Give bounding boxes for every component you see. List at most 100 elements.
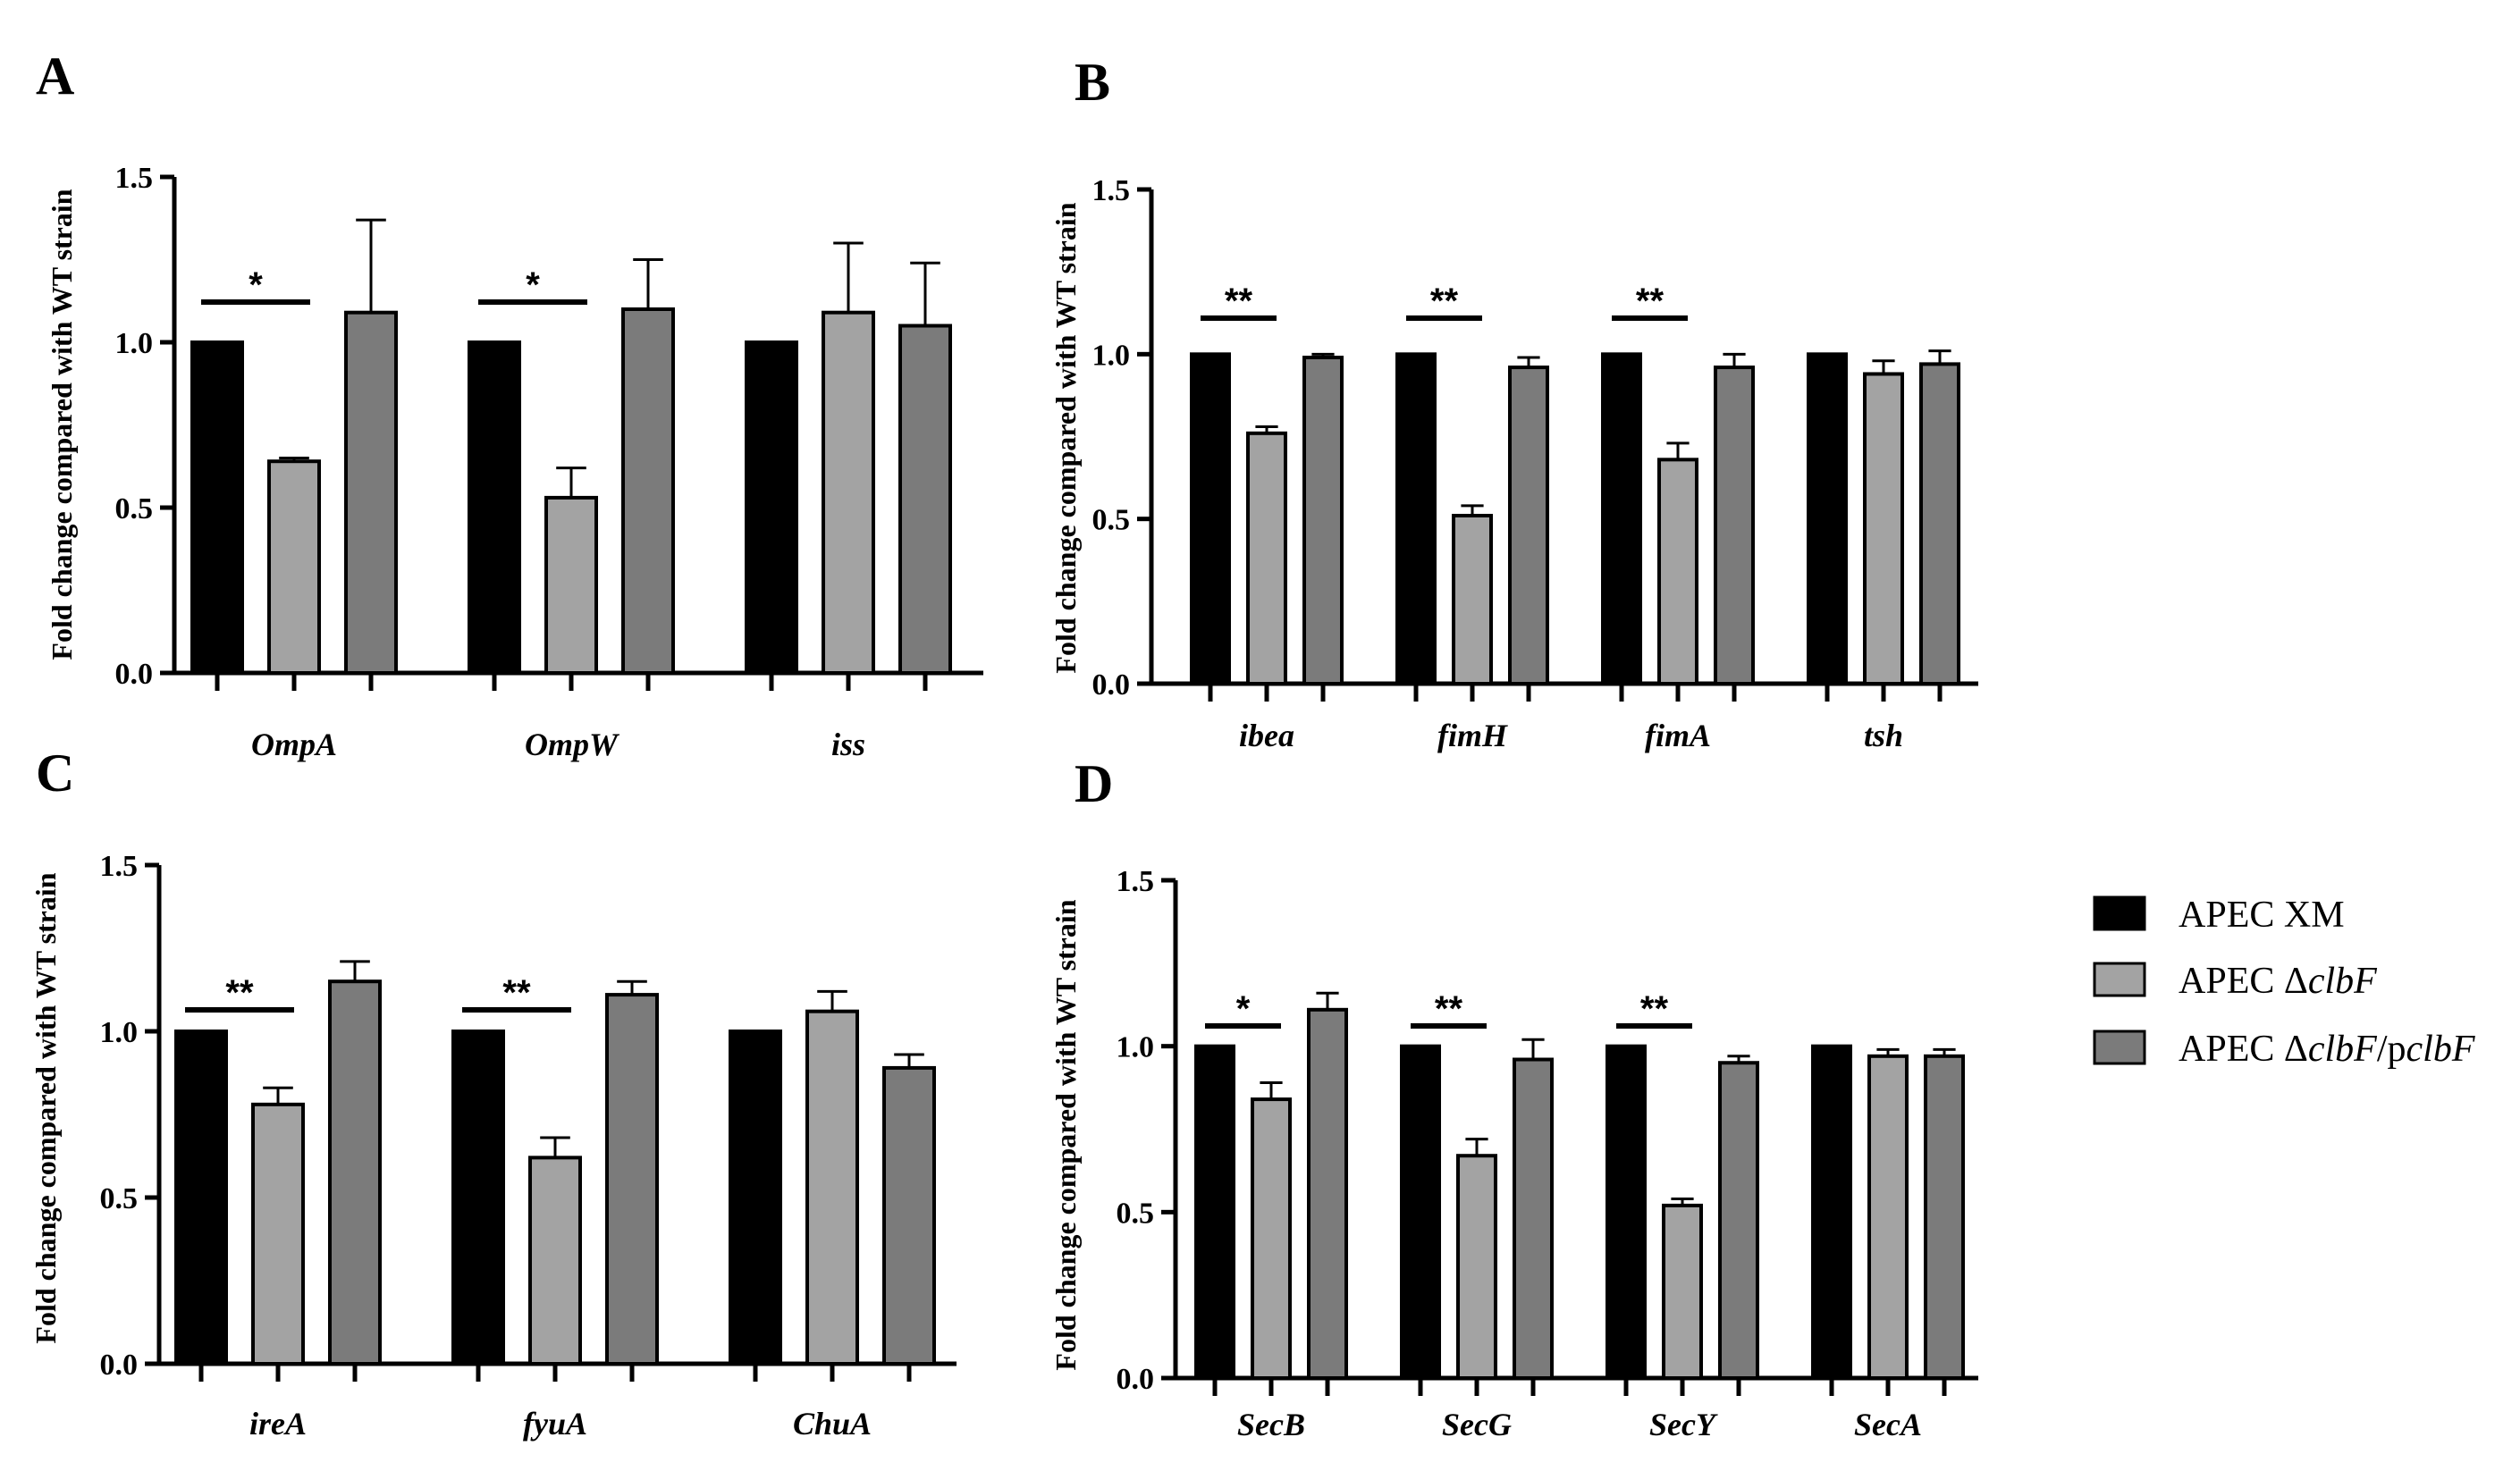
bar xyxy=(344,310,398,675)
bar xyxy=(468,340,521,675)
panel-C: C Fold change compared with WT strain 0.0 0… xyxy=(29,744,957,1442)
legend-swatch xyxy=(2093,1030,2146,1065)
significance-marker: ** xyxy=(225,973,254,1013)
y-tick-label: 1.0 xyxy=(1092,339,1131,372)
x-category-label: OmpA xyxy=(251,727,337,762)
bar xyxy=(1606,1044,1647,1380)
y-tick-label: 0.0 xyxy=(100,1349,139,1382)
y-axis-label: Fold change compared with WT strain xyxy=(29,872,62,1343)
y-tick-label: 1.0 xyxy=(100,1016,139,1049)
bar xyxy=(1246,431,1287,685)
bar xyxy=(621,307,675,675)
panel-D: D Fold change compared with WT strain 0.0 0… xyxy=(1049,754,1978,1442)
bar xyxy=(805,1009,859,1366)
bar xyxy=(1718,1061,1759,1380)
bar xyxy=(1513,1057,1554,1381)
bar xyxy=(174,1030,228,1366)
y-tick-label: 0.5 xyxy=(100,1182,139,1215)
y-tick-label: 0.0 xyxy=(115,658,154,691)
x-category-label: OmpW xyxy=(525,727,620,762)
legend-label: APEC ΔclbF/pclbF xyxy=(2179,1029,2475,1070)
y-tick-label: 0.5 xyxy=(1117,1197,1155,1230)
bar xyxy=(1919,362,1960,685)
significance-marker: ** xyxy=(1435,989,1463,1029)
bar xyxy=(1251,1097,1292,1380)
significance-marker: ** xyxy=(1636,282,1665,321)
bar xyxy=(1807,352,1848,685)
bar xyxy=(745,340,798,675)
y-axis-label: Fold change compared with WT strain xyxy=(1049,899,1082,1370)
legend-label: APEC XM xyxy=(2179,895,2345,936)
panel-letter: B xyxy=(1075,53,1110,112)
bar xyxy=(267,459,321,676)
panel-A: A Fold change compared with WT strain 0.0 0… xyxy=(36,46,983,762)
y-tick-label: 0.0 xyxy=(1117,1363,1155,1396)
bar xyxy=(1867,1054,1909,1380)
bar xyxy=(451,1030,505,1366)
bar xyxy=(1456,1154,1497,1380)
y-tick-label: 0.5 xyxy=(115,492,154,525)
legend-label-part: APEC Δ xyxy=(2179,1029,2308,1070)
y-tick-label: 1.5 xyxy=(1092,174,1131,207)
bar xyxy=(1307,1007,1348,1380)
legend-label-part: clbF xyxy=(2308,1029,2377,1070)
panel-B: B Fold change compared with WT strain 0.0 0… xyxy=(1049,53,1978,753)
x-category-label: ChuA xyxy=(793,1406,872,1442)
x-category-label: ibea xyxy=(1239,718,1294,753)
panel-letter: C xyxy=(36,744,74,803)
bar xyxy=(190,340,244,675)
bar xyxy=(528,1156,582,1366)
bar xyxy=(1508,366,1549,685)
bar xyxy=(1601,352,1642,685)
legend-label-part: /p xyxy=(2377,1029,2406,1070)
bar xyxy=(1194,1044,1235,1380)
x-category-label: SecA xyxy=(1854,1407,1922,1442)
bar xyxy=(882,1065,936,1366)
significance-marker: ** xyxy=(502,973,531,1013)
panel-letter: A xyxy=(36,46,74,105)
bar xyxy=(1190,352,1231,685)
x-category-label: SecY xyxy=(1649,1407,1718,1442)
x-category-label: iss xyxy=(831,727,865,762)
x-category-label: SecB xyxy=(1237,1407,1305,1442)
significance-marker: ** xyxy=(1225,282,1253,321)
significance-marker: * xyxy=(526,265,540,305)
bar xyxy=(822,310,875,675)
x-category-label: fyuA xyxy=(523,1406,587,1442)
significance-marker: ** xyxy=(1640,989,1669,1029)
significance-marker: * xyxy=(249,265,263,305)
bar xyxy=(605,993,659,1366)
y-tick-label: 0.0 xyxy=(1092,668,1131,702)
bar xyxy=(328,979,382,1366)
bar xyxy=(1924,1054,1965,1380)
bar xyxy=(1400,1044,1441,1380)
legend-label-part: APEC Δ xyxy=(2179,961,2308,1002)
x-category-label: tsh xyxy=(1864,718,1903,753)
y-tick-label: 1.0 xyxy=(1117,1031,1155,1064)
legend-label-part: APEC XM xyxy=(2179,895,2345,936)
legend-label-part: clbF xyxy=(2406,1029,2475,1070)
bar xyxy=(1714,366,1755,685)
bar xyxy=(729,1030,782,1366)
bar xyxy=(1302,356,1344,685)
y-tick-label: 1.5 xyxy=(115,162,154,195)
x-category-label: ireA xyxy=(249,1406,307,1442)
bar xyxy=(1662,1203,1703,1380)
y-tick-label: 1.0 xyxy=(115,327,154,360)
y-axis-label: Fold change compared with WT strain xyxy=(1049,202,1082,673)
y-tick-label: 1.5 xyxy=(1117,865,1155,898)
x-category-label: SecG xyxy=(1442,1407,1512,1442)
legend-label: APEC ΔclbF xyxy=(2179,961,2377,1002)
bar xyxy=(1395,352,1437,685)
bar xyxy=(1811,1044,1852,1380)
y-axis-label: Fold change compared with WT strain xyxy=(46,189,78,660)
bar xyxy=(1657,458,1698,685)
legend-label-part: clbF xyxy=(2308,961,2377,1002)
x-category-label: fimA xyxy=(1645,718,1711,753)
panel-letter: D xyxy=(1075,754,1113,813)
bar xyxy=(251,1102,305,1366)
significance-marker: * xyxy=(1236,989,1251,1029)
bar xyxy=(544,495,598,676)
